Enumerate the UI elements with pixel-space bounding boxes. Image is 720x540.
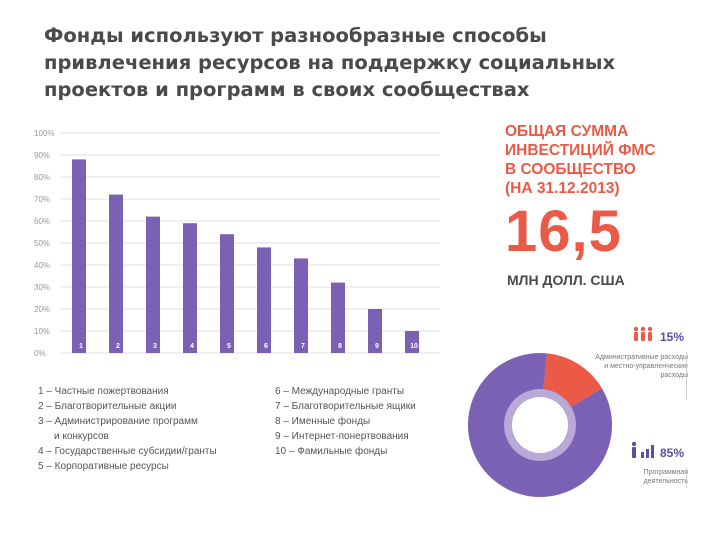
legend-item-3-continued: и конкурсов [54, 431, 109, 442]
pie-chart [467, 352, 613, 498]
bar-category-label: 4 [190, 343, 194, 350]
bar-category-label: 3 [153, 343, 157, 350]
bar-legend-left: 1 – Частные пожертвования 2 – Благотвори… [38, 384, 217, 474]
pie-percent-15: 15% [660, 330, 685, 344]
y-tick-label: 40% [34, 261, 50, 270]
bar-category-label: 7 [301, 343, 305, 350]
pie-label-divider-bottom [686, 468, 687, 488]
legend-item-6: 6 – Международные гранты [275, 386, 405, 397]
y-tick-label: 80% [34, 173, 50, 182]
y-tick-label: 90% [34, 151, 50, 160]
pie-hole [512, 397, 568, 453]
pie-label-program: Программная деятельность [643, 469, 688, 485]
bar-10 [405, 331, 419, 353]
y-tick-label: 0% [34, 349, 46, 358]
title-line-1: Фонды используют разнообразные способы [44, 24, 547, 47]
bar-4 [183, 223, 197, 353]
total-investment-box: ОБЩАЯ СУММА ИНВЕСТИЦИЙ ФМС В СООБЩЕСТВО … [505, 122, 656, 198]
total-amount: 16,5 [505, 199, 622, 264]
legend-item-3: 3 – Администрирование программ [38, 416, 198, 427]
legend-item-5: 5 – Корпоративные ресурсы [38, 461, 169, 472]
y-tick-label: 10% [34, 327, 50, 336]
bar-2 [109, 194, 123, 353]
y-tick-label: 70% [34, 195, 50, 204]
legend-item-8: 8 – Именные фонды [275, 416, 371, 427]
bar-9 [368, 309, 382, 353]
bar-chart: 0% 10% 20% 30% 40% 50% 60% 70% 80% 90% 100% 1 2 3 4 5 6 7… [34, 129, 440, 358]
title-line-3: проектов и программ в своих сообществах [44, 78, 530, 101]
bar-category-label: 5 [227, 343, 231, 350]
bar-8 [331, 282, 345, 353]
bar-7 [294, 258, 308, 353]
y-tick-label: 20% [34, 305, 50, 314]
bar-legend-right: 6 – Международные гранты 7 – Благотворит… [275, 384, 416, 459]
pie-percent-85: 85% [660, 446, 685, 460]
y-tick-label: 60% [34, 217, 50, 226]
y-tick-label: 100% [34, 129, 54, 138]
y-tick-label: 50% [34, 239, 50, 248]
bar-category-label: 1 [79, 343, 83, 350]
growth-icon [631, 441, 654, 458]
legend-item-10: 10 – Фамильные фонды [275, 446, 388, 457]
bar-category-label: 9 [375, 343, 379, 350]
legend-item-1: 1 – Частные пожертвования [38, 386, 169, 397]
bar-category-label: 10 [410, 343, 418, 350]
pie-label-admin: Административные расходы и местно-управл… [595, 354, 688, 379]
legend-item-2: 2 – Благотворительные акции [38, 401, 177, 412]
bar-6 [257, 247, 271, 353]
bar-category-label: 8 [338, 343, 342, 350]
bar-5 [220, 234, 234, 353]
legend-item-9: 9 – Интернет-понертвования [275, 431, 409, 442]
pie-label-divider-top [686, 352, 687, 400]
bar-3 [146, 216, 160, 353]
bar-category-label: 2 [116, 343, 120, 350]
people-icon [633, 326, 653, 341]
title-line-2: привлечения ресурсов на поддержку социал… [44, 51, 616, 74]
legend-item-4: 4 – Государственные субсидии/гранты [38, 446, 217, 457]
y-tick-label: 30% [34, 283, 50, 292]
bar-category-label: 6 [264, 343, 268, 350]
total-heading: ОБЩАЯ СУММА ИНВЕСТИЦИЙ ФМС В СООБЩЕСТВО … [505, 123, 656, 197]
legend-item-7: 7 – Благотворительные ящики [275, 401, 416, 412]
page-title: Фонды используют разнообразные способы п… [44, 22, 684, 103]
total-unit: МЛН ДОЛЛ. США [507, 272, 625, 288]
bar-1 [72, 159, 86, 353]
